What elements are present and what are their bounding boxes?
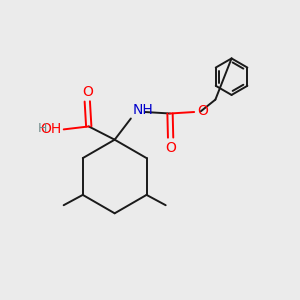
Text: NH: NH [132,103,153,117]
Text: H: H [38,122,47,135]
Text: O: O [197,103,208,118]
Text: O: O [82,85,93,99]
Text: OH: OH [40,122,62,136]
Text: O: O [165,141,176,154]
